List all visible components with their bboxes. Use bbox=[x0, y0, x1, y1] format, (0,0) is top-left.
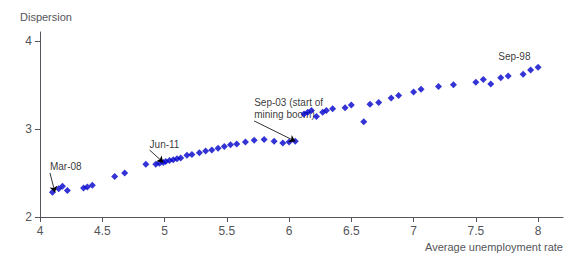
svg-text:6.5: 6.5 bbox=[343, 224, 360, 238]
svg-text:Mar-08: Mar-08 bbox=[50, 161, 82, 172]
svg-text:7: 7 bbox=[410, 224, 417, 238]
svg-text:Sep-98: Sep-98 bbox=[498, 51, 531, 62]
svg-text:Sep-03 (start of: Sep-03 (start of bbox=[254, 97, 323, 108]
svg-text:6: 6 bbox=[286, 224, 293, 238]
svg-text:Dispersion: Dispersion bbox=[20, 11, 72, 23]
svg-text:8: 8 bbox=[535, 224, 542, 238]
svg-text:mining boom): mining boom) bbox=[254, 109, 315, 120]
svg-text:3: 3 bbox=[25, 122, 32, 136]
svg-text:4: 4 bbox=[25, 34, 32, 48]
svg-text:7.5: 7.5 bbox=[467, 224, 484, 238]
svg-text:5: 5 bbox=[161, 224, 168, 238]
svg-text:2: 2 bbox=[25, 210, 32, 224]
svg-text:5.5: 5.5 bbox=[218, 224, 235, 238]
svg-text:4.5: 4.5 bbox=[94, 224, 111, 238]
svg-text:Average unemployment rate: Average unemployment rate bbox=[425, 241, 563, 253]
svg-text:4: 4 bbox=[37, 224, 44, 238]
svg-text:Jun-11: Jun-11 bbox=[150, 139, 180, 150]
